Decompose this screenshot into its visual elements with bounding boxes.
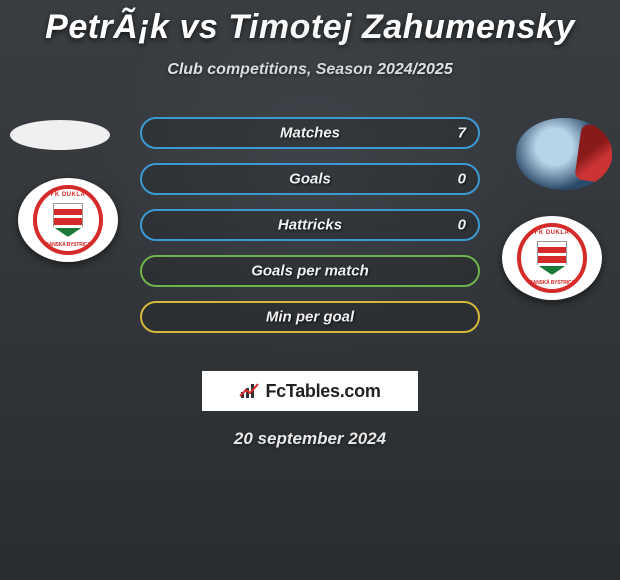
page-title: PetrÃ¡k vs Timotej Zahumensky — [0, 0, 620, 47]
stat-label: Hattricks — [278, 217, 342, 234]
stat-bar: Hattricks 0 — [140, 209, 480, 241]
site-logo[interactable]: FcTables.com — [202, 371, 418, 411]
stat-value-right: 7 — [458, 125, 466, 142]
stat-bar: Goals per match — [140, 255, 480, 287]
stat-label: Matches — [280, 125, 340, 142]
stat-bar: Matches 7 — [140, 117, 480, 149]
date-text: 20 september 2024 — [0, 429, 620, 449]
stat-bar: Min per goal — [140, 301, 480, 333]
stat-label: Goals — [289, 171, 331, 188]
stat-bars: Matches 7 Goals 0 Hattricks 0 Goals per match M… — [140, 117, 480, 333]
stat-value-right: 0 — [458, 217, 466, 234]
stat-label: Goals per match — [251, 263, 369, 280]
site-logo-text: FcTables.com — [265, 381, 380, 402]
subtitle: Club competitions, Season 2024/2025 — [0, 61, 620, 79]
chart-icon — [239, 382, 261, 400]
stat-value-right: 0 — [458, 171, 466, 188]
stat-bar: Goals 0 — [140, 163, 480, 195]
stats-area: Matches 7 Goals 0 Hattricks 0 Goals per match M… — [0, 117, 620, 357]
stat-label: Min per goal — [266, 309, 354, 326]
